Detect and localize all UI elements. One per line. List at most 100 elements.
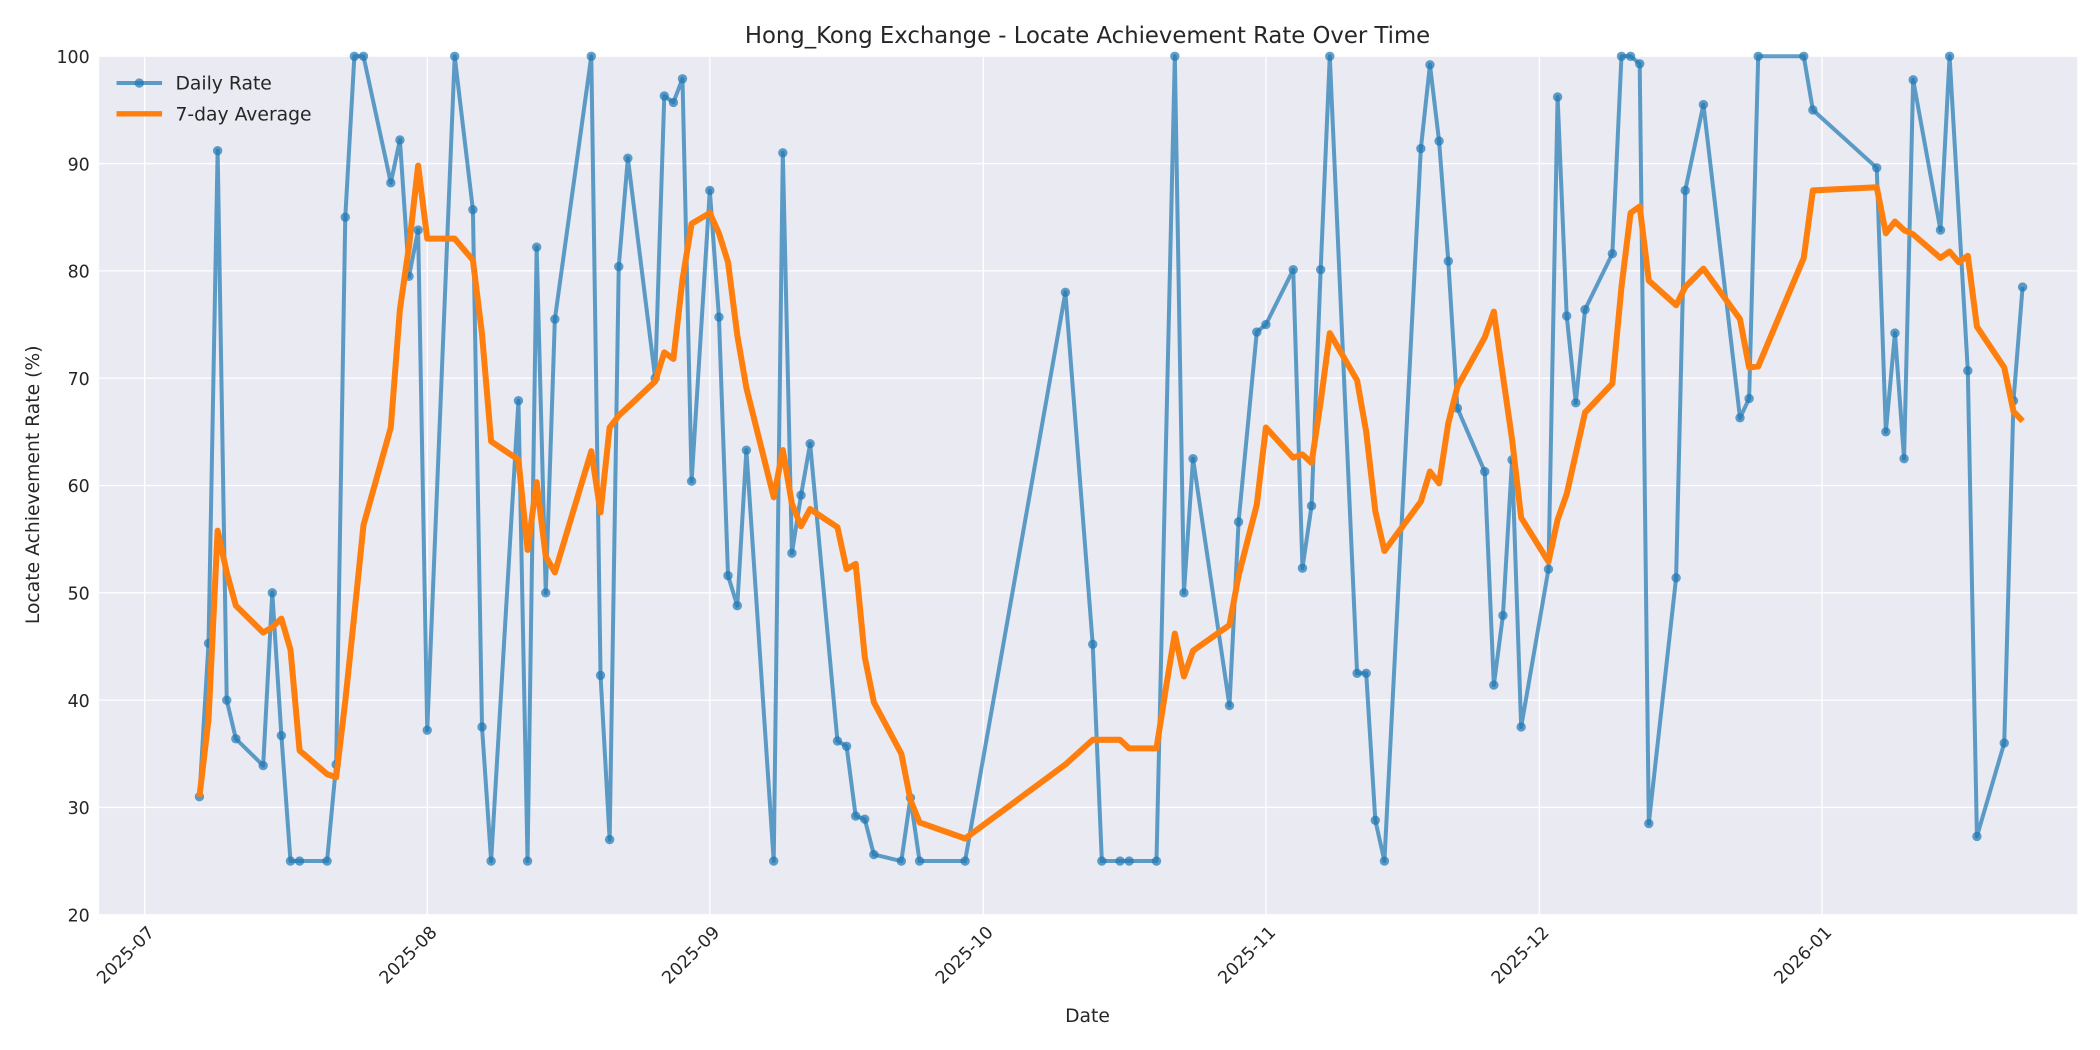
daily-rate-marker (769, 856, 779, 866)
daily-rate-marker (723, 570, 733, 581)
daily-rate-marker (778, 148, 788, 158)
daily-rate-marker (668, 97, 679, 108)
y-tick-label: 60 (68, 477, 90, 497)
daily-rate-marker (604, 834, 615, 845)
daily-rate-marker (1416, 143, 1426, 154)
x-tick-label: 2025-08 (376, 923, 442, 989)
daily-rate-marker (541, 588, 551, 598)
daily-rate-marker (1944, 51, 1955, 61)
daily-rate-marker (1899, 454, 1909, 464)
daily-rate-line (197, 54, 2025, 864)
daily-rate-marker (395, 135, 405, 145)
daily-rate-marker (796, 490, 806, 500)
daily-rate-marker (1616, 51, 1627, 61)
daily-rate-marker (285, 856, 296, 866)
x-tick-label: 2026-01 (1771, 923, 1837, 989)
daily-rate-marker (276, 730, 287, 741)
daily-rate-marker (1680, 185, 1690, 196)
daily-rate-marker (522, 856, 533, 866)
y-tick-label: 20 (68, 906, 90, 926)
x-axis-label: Date (1065, 1006, 1110, 1027)
daily-rate-marker (258, 760, 268, 771)
daily-rate-marker (1735, 413, 1745, 423)
daily-rate-marker (468, 205, 478, 215)
daily-rate-marker (1151, 856, 1162, 866)
daily-rate-marker (1516, 722, 1526, 732)
daily-rate-marker (486, 856, 496, 866)
daily-rate-marker (732, 600, 742, 611)
daily-rate-marker (1562, 311, 1572, 321)
daily-rate-marker (787, 548, 797, 558)
daily-rate-marker (1799, 51, 1809, 61)
daily-rate-marker (614, 261, 624, 272)
daily-rate-marker (896, 856, 907, 866)
daily-rate-marker (677, 74, 688, 84)
y-tick-label: 100 (56, 48, 89, 68)
legend-average-label: 7-day Average (175, 105, 311, 126)
daily-rate-marker (841, 741, 852, 751)
daily-rate-marker (349, 51, 360, 61)
daily-rate-marker (1088, 639, 1098, 650)
daily-rate-marker (1908, 75, 1918, 85)
daily-rate-marker (1370, 815, 1380, 825)
y-axis-ticks: 20 30 40 50 60 70 80 90 100 (56, 48, 89, 926)
daily-rate-marker (960, 856, 970, 866)
y-tick-label: 30 (68, 799, 90, 819)
daily-rate-marker (869, 849, 879, 860)
y-tick-label: 50 (68, 584, 90, 604)
daily-rate-marker (1124, 856, 1134, 866)
x-tick-label: 2025-11 (1215, 923, 1281, 989)
daily-rate-marker (1580, 304, 1590, 315)
x-tick-label: 2025-07 (93, 923, 159, 989)
daily-rate-marker (550, 314, 560, 324)
y-tick-label: 70 (68, 370, 90, 390)
daily-rate-marker (450, 51, 460, 61)
daily-rate-marker (1288, 265, 1298, 275)
legend: Daily Rate 7-day Average (116, 74, 312, 126)
daily-rate-marker (1252, 327, 1262, 337)
daily-rate-marker (1935, 225, 1946, 235)
daily-rate-marker (686, 476, 697, 486)
daily-rate-marker (1315, 265, 1326, 275)
daily-rate-marker (1361, 668, 1371, 678)
daily-rate-marker (1881, 427, 1891, 437)
daily-rate-marker (1425, 60, 1435, 70)
daily-rate-marker (659, 91, 669, 101)
daily-rate-marker (413, 225, 423, 235)
daily-rate-marker (1325, 51, 1335, 61)
daily-rate-marker (1753, 51, 1763, 61)
y-tick-label: 90 (68, 155, 90, 175)
daily-rate-marker (1434, 136, 1444, 146)
daily-rate-marker (1872, 163, 1882, 173)
daily-rate-marker (741, 445, 752, 455)
data-series (194, 51, 2028, 866)
y-tick-label: 80 (68, 263, 90, 283)
y-axis-label: Locate Achievement Rate (%) (23, 345, 44, 624)
y-tick-label: 40 (68, 692, 90, 712)
daily-rate-marker (805, 439, 815, 449)
daily-rate-marker (212, 145, 223, 156)
daily-rate-marker (1060, 287, 1071, 298)
daily-rate-marker (1635, 59, 1645, 69)
legend-daily-label: Daily Rate (175, 74, 271, 95)
daily-rate-marker (531, 242, 542, 252)
daily-rate-marker (1571, 398, 1581, 408)
daily-rate-marker (1498, 610, 1508, 621)
legend-daily-marker-icon (134, 78, 144, 88)
daily-rate-marker (850, 811, 861, 821)
daily-rate-marker (1808, 105, 1818, 115)
daily-rate-marker (1115, 856, 1125, 866)
daily-rate-marker (860, 814, 870, 824)
daily-rate-marker (231, 734, 241, 744)
daily-rate-marker (1972, 831, 1982, 842)
daily-rate-marker (1480, 466, 1490, 477)
daily-rate-marker (1607, 248, 1618, 259)
seven-day-average-line (196, 162, 2025, 842)
daily-rate-marker (705, 185, 715, 196)
daily-rate-marker (623, 153, 633, 163)
daily-rate-marker (1188, 454, 1198, 464)
daily-rate-marker (1233, 517, 1244, 527)
daily-rate-marker (714, 312, 724, 322)
x-tick-label: 2025-12 (1488, 923, 1554, 989)
